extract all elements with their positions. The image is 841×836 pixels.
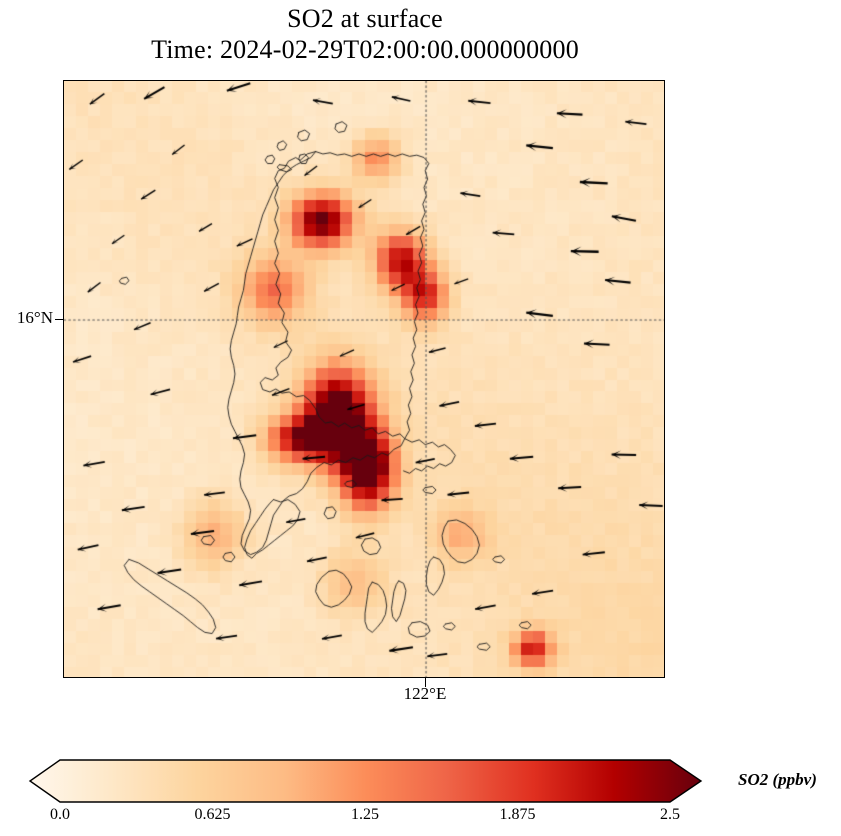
lon-tick-mark (424, 678, 426, 687)
colorbar-tick-2: 1.25 (351, 806, 379, 823)
lon-tick-label-122E: 122°E (403, 684, 447, 703)
colorbar-tick-labels: 0.0 0.625 1.25 1.875 2.5 (0, 806, 841, 830)
colorbar-tick-0: 0.0 (50, 806, 70, 823)
colorbar-swatch[interactable] (28, 758, 703, 804)
chart-subtitle-timestamp: Time: 2024-02-29T02:00:00.000000000 (151, 35, 579, 64)
lat-tick-mark (55, 318, 64, 320)
lat-tick-label-16N: 16°N (16, 308, 53, 327)
colorbar-tick-3: 1.875 (499, 806, 536, 823)
colorbar-tick-1: 0.625 (194, 806, 231, 823)
page-title: SO2 at surface (287, 4, 443, 33)
so2-heatmap-canvas[interactable] (64, 81, 664, 677)
map-plot-area[interactable] (63, 80, 665, 678)
colorbar-tick-4: 2.5 (660, 806, 680, 823)
chart-title-block: SO2 at surface Time: 2024-02-29T02:00:00… (0, 4, 730, 66)
colorbar-body (28, 759, 703, 803)
colorbar-title: SO2 (ppbv) (738, 770, 817, 789)
